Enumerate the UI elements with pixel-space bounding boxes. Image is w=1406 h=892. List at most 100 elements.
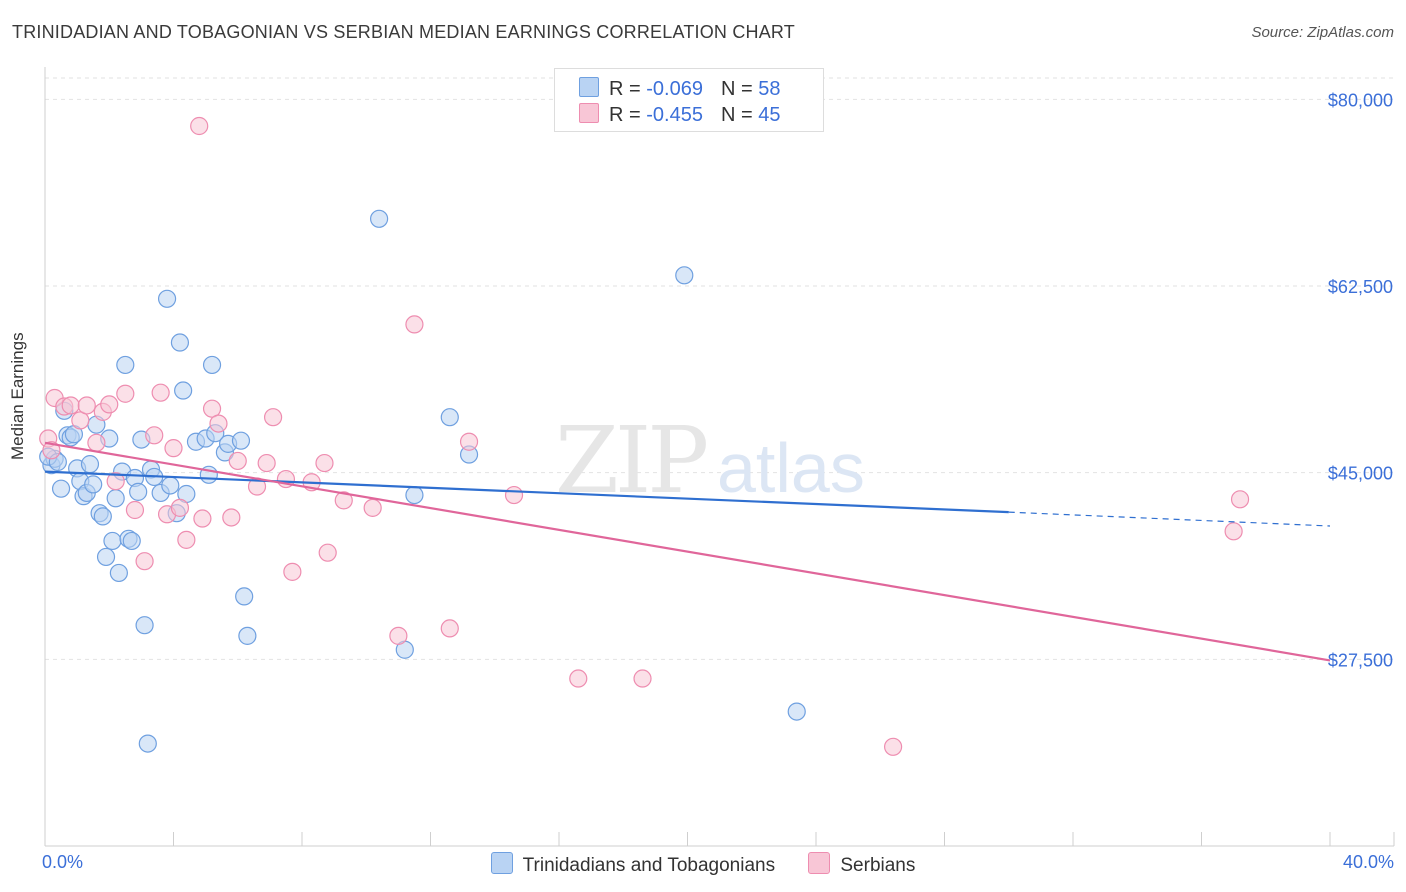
point-trinidadian [106,489,125,508]
data-points [39,116,1250,756]
n-label: N = [720,78,759,100]
point-trinidadian [405,485,424,505]
point-serbian [389,626,408,645]
watermark-atlas: atlas [717,429,865,507]
point-trinidadian [174,381,193,400]
point-serbian [257,453,276,473]
point-trinidadian [122,531,141,551]
legend-item-serbian[interactable]: Serbians [808,852,915,877]
n-value: 45 [758,104,781,126]
point-serbian [135,552,154,571]
point-trinidadian [238,626,257,645]
point-serbian [106,472,125,491]
point-serbian [228,451,247,471]
point-trinidadian [84,475,103,494]
point-serbian [151,383,170,402]
point-serbian [283,562,302,581]
point-serbian [177,530,196,549]
n-label: N = [720,104,759,126]
point-trinidadian [96,547,116,567]
point-serbian [190,116,209,136]
r-label: R = [609,78,647,100]
point-serbian [318,543,337,562]
chart-title: TRINIDADIAN AND TOBAGONIAN VS SERBIAN ME… [12,22,795,42]
y-tick-label: $27,500 [1328,650,1393,670]
point-trinidadian [116,355,135,375]
point-trinidadian [675,266,694,285]
point-trinidadian [157,289,177,308]
point-serbian [315,453,334,473]
point-serbian [459,432,479,451]
point-trinidadian [161,476,180,495]
point-serbian [164,439,183,458]
trend-line-trinidadian-extension [1008,511,1331,527]
point-serbian [405,315,424,334]
trend-line-trinidadian [44,470,1009,514]
stats-row-trinidadian: R = -0.069 N = 58 [579,77,780,101]
trend-lines [44,441,1331,662]
point-serbian [1230,490,1250,509]
r-value: -0.455 [646,104,703,126]
point-serbian [125,500,145,520]
point-serbian [1224,522,1243,541]
point-trinidadian [370,209,389,228]
point-serbian [145,426,164,445]
point-serbian [569,669,588,688]
point-trinidadian [787,702,806,721]
point-serbian [440,619,459,638]
point-trinidadian [235,587,254,606]
point-serbian [633,669,652,688]
point-trinidadian [138,734,157,753]
point-trinidadian [231,431,251,450]
r-value: -0.069 [646,78,703,100]
y-axis-label: Median Earnings [8,332,27,460]
point-serbian [77,396,96,415]
legend-label: Trinidadians and Tobagonians [522,855,776,876]
tick-labels: $27,500 $45,000 $62,500 $80,000 [1328,90,1393,670]
point-serbian [263,408,283,427]
stats-row-serbian: R = -0.455 N = 45 [579,103,780,127]
n-value: 58 [758,78,781,100]
stats-swatch-trinidadian [579,77,599,97]
point-serbian [209,414,228,433]
y-tick-label: $62,500 [1328,277,1393,297]
point-serbian [116,384,135,403]
point-serbian [883,737,903,756]
legend: Trinidadians and Tobagonians Serbians [0,852,1406,877]
point-trinidadian [440,408,459,427]
point-trinidadian [135,616,154,635]
point-serbian [42,441,61,460]
point-trinidadian [80,455,100,474]
point-trinidadian [103,531,122,551]
point-serbian [334,491,353,510]
legend-label: Serbians [840,855,916,876]
x-tick-label-max: 40.0% [1342,852,1394,872]
point-serbian [87,433,106,452]
point-serbian [100,395,119,414]
point-trinidadian [109,563,128,583]
point-trinidadian [51,479,71,498]
stats-box: R = -0.069 N = 58 R = -0.455 N = 45 [554,68,824,132]
source-label: Source: ZipAtlas.com [1251,24,1394,41]
legend-item-trinidadian[interactable]: Trinidadians and Tobagonians [490,852,776,877]
y-tick-label: $45,000 [1328,464,1393,484]
point-trinidadian [170,333,190,352]
stats-swatch-serbian [579,103,599,123]
trend-line-serbian [44,441,1331,662]
point-serbian [170,498,190,517]
point-trinidadian [202,355,222,375]
point-trinidadian [129,482,148,501]
point-trinidadian [93,507,112,526]
gridlines [45,77,1394,660]
y-tick-label: $80,000 [1328,90,1393,110]
point-serbian [222,508,241,527]
x-tick-label-min: 0.0% [42,852,84,872]
r-label: R = [609,104,647,126]
point-serbian [363,498,382,517]
legend-swatch-serbian [808,852,831,874]
point-serbian [193,509,212,528]
point-serbian [61,396,80,415]
legend-swatch-trinidadian [490,852,513,874]
point-serbian [504,485,524,505]
